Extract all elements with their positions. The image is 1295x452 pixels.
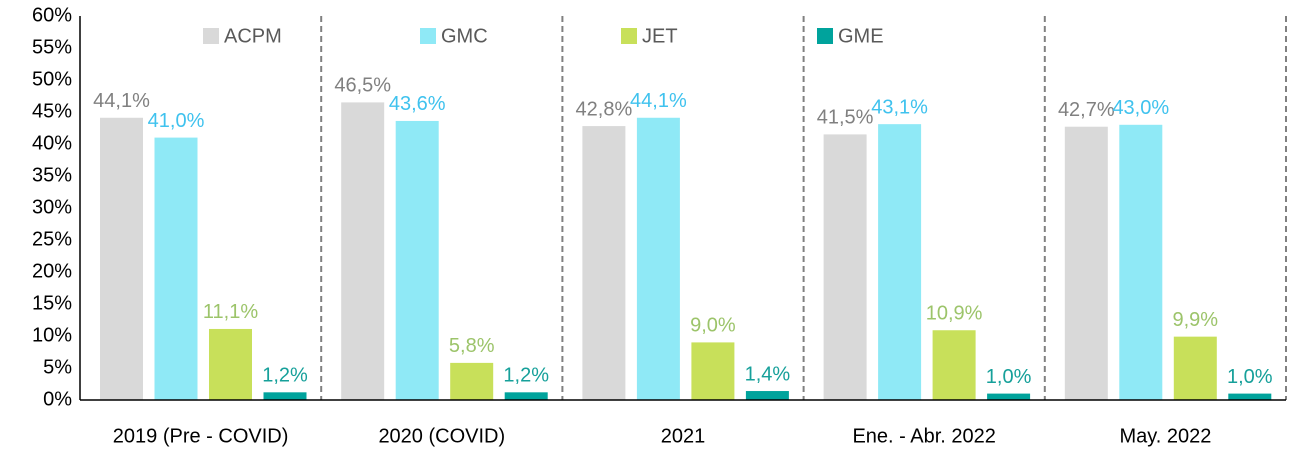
bar [504, 392, 548, 400]
bar [154, 137, 198, 400]
y-tick-label: 5% [43, 356, 72, 378]
data-label: 5,8% [449, 335, 495, 357]
data-label: 43,0% [1112, 97, 1169, 119]
data-label: 1,4% [745, 363, 791, 385]
data-label: 1,2% [503, 365, 549, 387]
y-tick-label: 15% [32, 292, 72, 314]
bar [691, 342, 735, 400]
bar [582, 126, 626, 400]
data-label: 42,8% [576, 98, 633, 120]
bar [450, 362, 494, 400]
data-label: 1,0% [986, 366, 1032, 388]
bar [209, 328, 252, 400]
x-tick-label: 2021 [661, 425, 706, 447]
x-tick-label: Ene. - Abr. 2022 [852, 425, 995, 447]
data-label: 10,9% [926, 303, 983, 325]
bar [932, 330, 976, 400]
data-label: 1,2% [262, 365, 308, 387]
y-tick-label: 60% [32, 4, 72, 26]
data-label: 44,1% [630, 90, 687, 112]
data-label: 43,6% [389, 93, 446, 115]
y-tick-label: 10% [32, 324, 72, 346]
y-tick-label: 35% [32, 164, 72, 186]
data-label: 41,0% [148, 110, 205, 132]
data-label: 11,1% [203, 301, 258, 323]
bar [1119, 124, 1163, 401]
y-tick-label: 30% [32, 196, 72, 218]
data-label: 9,9% [1173, 309, 1219, 331]
data-label: 44,1% [93, 90, 150, 112]
x-tick-label: 2020 (COVID) [378, 425, 505, 447]
bar [1228, 393, 1272, 400]
bar [987, 393, 1031, 400]
y-tick-label: 45% [32, 100, 72, 122]
bar [745, 391, 789, 400]
data-label: 1,0% [1227, 366, 1273, 388]
y-tick-label: 25% [32, 228, 72, 250]
y-tick-label: 50% [32, 68, 72, 90]
bar [395, 120, 439, 401]
data-label: 43,1% [871, 96, 928, 118]
y-tick-label: 40% [32, 132, 72, 154]
data-label: 42,7% [1058, 99, 1115, 121]
bar [878, 124, 922, 400]
bar [100, 117, 143, 400]
bar [341, 102, 385, 401]
legend-label: GMC [441, 25, 488, 47]
data-label: 46,5% [334, 75, 391, 97]
legend-label: ACPM [224, 25, 282, 47]
legend-label: GME [838, 25, 884, 47]
legend-swatch [621, 28, 637, 44]
x-tick-label: May. 2022 [1119, 425, 1211, 447]
legend-swatch [203, 28, 219, 44]
legend-swatch [420, 28, 436, 44]
legend-swatch [817, 28, 833, 44]
bar [1064, 126, 1108, 400]
bar [1173, 336, 1217, 400]
x-tick-label: 2019 (Pre - COVID) [113, 425, 289, 447]
bar [263, 392, 307, 400]
y-tick-label: 20% [32, 260, 72, 282]
data-label: 9,0% [690, 315, 736, 337]
data-label: 41,5% [817, 107, 874, 129]
y-tick-label: 0% [43, 388, 72, 410]
bar [636, 117, 680, 400]
legend-label: JET [642, 25, 678, 47]
y-tick-label: 55% [32, 36, 72, 58]
bar [823, 134, 867, 400]
